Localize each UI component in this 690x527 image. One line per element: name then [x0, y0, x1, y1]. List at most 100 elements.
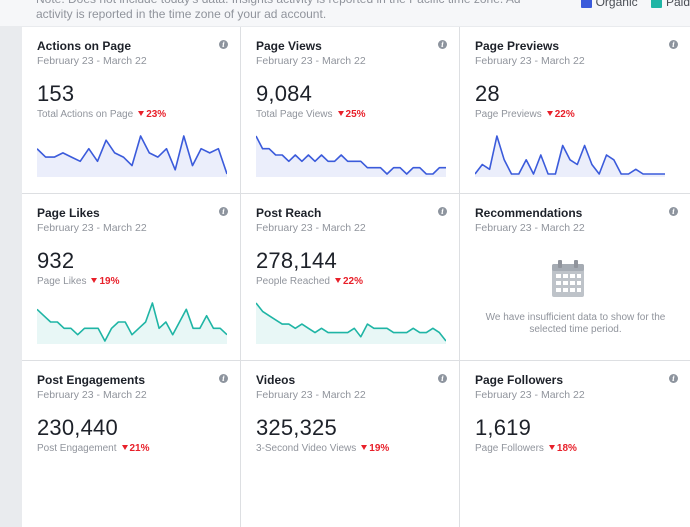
sparkline-line: [256, 302, 446, 342]
card-title[interactable]: Recommendations: [475, 206, 583, 220]
card-value: 932: [37, 248, 75, 273]
card-metric-label: Page Previews: [475, 109, 542, 120]
card-page-followers[interactable]: Page Followers i February 23 - March 22 …: [460, 361, 690, 527]
card-value: 278,144: [256, 248, 337, 273]
card-date-range: February 23 - March 22: [256, 389, 366, 401]
info-icon[interactable]: i: [669, 207, 678, 216]
card-metric-label: People Reached: [256, 276, 330, 287]
card-subtitle: Post Engagement 21%: [37, 443, 150, 454]
down-arrow-icon: [548, 445, 555, 451]
card-page-likes[interactable]: Page Likes i February 23 - March 22 932 …: [22, 194, 240, 360]
card-page-previews[interactable]: Page Previews i February 23 - March 22 2…: [460, 27, 690, 193]
card-date-range: February 23 - March 22: [475, 222, 585, 234]
down-arrow-icon: [337, 111, 344, 117]
sparkline-chart: [256, 135, 446, 177]
info-icon[interactable]: i: [219, 40, 228, 49]
card-metric-label: Page Likes: [37, 276, 87, 287]
card-metric-label: Total Page Views: [256, 109, 333, 120]
notice-bar: Note: Does not include today's data. Ins…: [0, 0, 690, 26]
card-metric-label: Page Followers: [475, 443, 544, 454]
card-date-range: February 23 - March 22: [37, 222, 147, 234]
card-value: 1,619: [475, 415, 532, 440]
down-arrow-icon: [546, 111, 553, 117]
info-icon[interactable]: i: [438, 374, 447, 383]
sparkline-line: [256, 135, 446, 175]
card-subtitle: People Reached 22%: [256, 276, 363, 287]
card-subtitle: 3-Second Video Views 19%: [256, 443, 389, 454]
sparkline-area: [256, 303, 446, 344]
info-icon[interactable]: i: [438, 40, 447, 49]
card-page-views[interactable]: Page Views i February 23 - March 22 9,08…: [241, 27, 459, 193]
card-value: 28: [475, 81, 500, 106]
down-arrow-icon: [91, 278, 98, 284]
info-icon[interactable]: i: [219, 207, 228, 216]
card-change-pct: 19%: [369, 443, 390, 454]
card-videos[interactable]: Videos i February 23 - March 22 325,325 …: [241, 361, 459, 527]
legend-paid-label: Paid: [665, 0, 690, 9]
card-change-pct: 21%: [129, 443, 150, 454]
card-recommendations[interactable]: Recommendations i February 23 - March 22…: [460, 194, 690, 360]
card-subtitle: Total Actions on Page 23%: [37, 109, 166, 120]
card-title[interactable]: Actions on Page: [37, 39, 132, 53]
organic-swatch-icon: [580, 0, 592, 9]
card-title[interactable]: Videos: [256, 373, 296, 387]
card-value: 325,325: [256, 415, 337, 440]
card-title[interactable]: Page Previews: [475, 39, 560, 53]
card-date-range: February 23 - March 22: [475, 389, 585, 401]
calendar-icon: [552, 260, 584, 297]
info-icon[interactable]: i: [669, 40, 678, 49]
insights-grid: Actions on Page i February 23 - March 22…: [22, 27, 690, 527]
card-value: 230,440: [37, 415, 118, 440]
sparkline-line: [37, 302, 227, 342]
sparkline-area: [256, 136, 446, 177]
card-value: 9,084: [256, 81, 313, 106]
card-title[interactable]: Post Engagements: [37, 373, 146, 387]
card-change-pct: 19%: [99, 276, 120, 287]
legend-paid: Paid: [650, 0, 690, 9]
card-date-range: February 23 - March 22: [256, 55, 366, 67]
card-change-pct: 18%: [556, 443, 577, 454]
card-metric-label: Total Actions on Page: [37, 109, 134, 120]
card-title[interactable]: Post Reach: [256, 206, 322, 220]
card-subtitle: Page Previews 22%: [475, 109, 575, 120]
legend: Organic Paid: [571, 0, 690, 9]
sparkline-area: [37, 136, 227, 177]
legend-organic-label: Organic: [595, 0, 638, 9]
sparkline-area: [475, 136, 665, 177]
card-value: 153: [37, 81, 75, 106]
sparkline-line: [475, 135, 665, 175]
down-arrow-icon: [138, 111, 145, 117]
card-change-pct: 22%: [342, 276, 363, 287]
card-change-pct: 22%: [554, 109, 575, 120]
info-icon[interactable]: i: [669, 374, 678, 383]
card-date-range: February 23 - March 22: [256, 222, 366, 234]
sparkline-line: [37, 135, 227, 175]
card-subtitle: Total Page Views 25%: [256, 109, 366, 120]
card-title[interactable]: Page Views: [256, 39, 322, 53]
sparkline-chart: [37, 302, 227, 344]
paid-swatch-icon: [650, 0, 662, 9]
down-arrow-icon: [121, 445, 128, 451]
sparkline-chart: [256, 302, 446, 344]
card-post-reach[interactable]: Post Reach i February 23 - March 22 278,…: [241, 194, 459, 360]
card-change-pct: 23%: [146, 109, 167, 120]
card-title[interactable]: Page Followers: [475, 373, 564, 387]
down-arrow-icon: [361, 445, 368, 451]
notice-text: Note: Does not include today's data. Ins…: [36, 0, 521, 21]
card-date-range: February 23 - March 22: [37, 55, 147, 67]
card-post-engagements[interactable]: Post Engagements i February 23 - March 2…: [22, 361, 240, 527]
card-metric-label: Post Engagement: [37, 443, 117, 454]
sparkline-chart: [475, 135, 665, 177]
sparkline-area: [37, 303, 227, 344]
card-date-range: February 23 - March 22: [37, 389, 147, 401]
card-title[interactable]: Page Likes: [37, 206, 100, 220]
legend-organic: Organic: [580, 0, 638, 9]
info-icon[interactable]: i: [219, 374, 228, 383]
card-change-pct: 25%: [345, 109, 366, 120]
sparkline-chart: [37, 135, 227, 177]
empty-state-message: We have insufficient data to show for th…: [485, 312, 666, 335]
card-actions-on-page[interactable]: Actions on Page i February 23 - March 22…: [22, 27, 240, 193]
card-subtitle: Page Followers 18%: [475, 443, 577, 454]
card-date-range: February 23 - March 22: [475, 55, 585, 67]
info-icon[interactable]: i: [438, 207, 447, 216]
